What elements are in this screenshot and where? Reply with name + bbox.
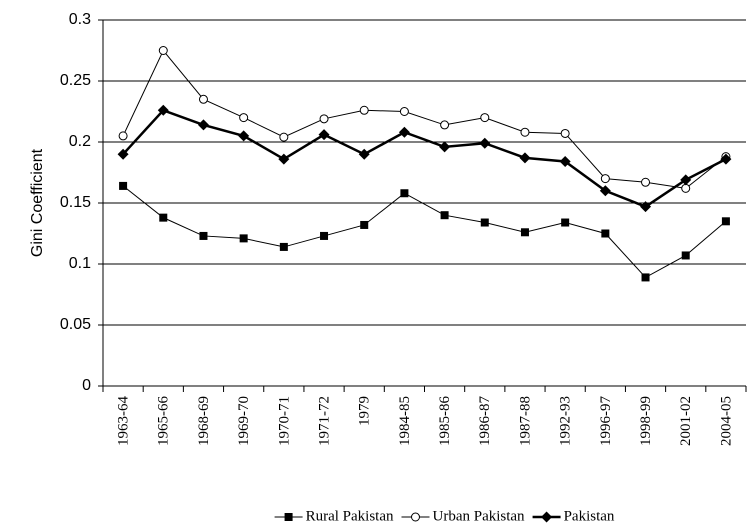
marker [641,273,650,282]
marker [278,153,290,165]
marker [284,513,293,521]
marker [118,131,128,141]
x-tick-label: 2001-02 [678,396,694,446]
marker [541,511,553,523]
marker [520,228,529,237]
marker [158,46,168,55]
marker [157,104,169,116]
marker [279,242,288,251]
marker [117,148,129,160]
marker [199,231,208,240]
marker [681,183,691,193]
marker [359,105,369,115]
marker [400,189,409,198]
marker [440,211,449,220]
y-tick-label: 0.05 [60,316,91,333]
x-tick-label: 1969-70 [236,396,252,446]
x-tick-label: 1971-72 [316,396,332,446]
legend-label: Rural Pakistan [306,508,394,524]
x-tick-label: 1979 [357,396,373,426]
marker [198,94,208,104]
marker [480,218,489,227]
marker [640,201,652,213]
y-tick-label: 0.3 [69,11,91,28]
series-line [122,49,727,189]
x-tick-label: 1985-86 [437,396,453,446]
x-tick-label: 2004-05 [718,396,734,446]
marker [561,218,570,227]
x-tick-label: 1987-88 [517,396,533,446]
marker [320,231,329,240]
marker [319,114,329,124]
marker [159,213,168,222]
series-line [122,108,727,209]
marker [119,181,128,190]
x-tick-label: 1963-64 [116,396,132,446]
marker [559,156,571,168]
marker [398,126,410,138]
y-tick-label: 0 [82,377,91,394]
legend: Rural Pakistan Urban Pakistan Pakistan [274,508,615,524]
y-tick-label: 0.25 [60,72,91,89]
marker [410,512,420,522]
marker [440,120,450,130]
marker [520,127,530,137]
x-tick-label: 1970-71 [276,396,292,446]
marker [239,234,248,243]
x-tick-label: 1984-85 [397,396,413,446]
marker [599,185,611,197]
legend-label: Pakistan [564,508,615,524]
marker [681,251,690,260]
marker [318,129,330,141]
marker [279,132,289,142]
marker [641,177,651,187]
y-tick-label: 0.2 [69,133,91,150]
y-tick-label: 0.15 [60,194,91,211]
x-tick-label: 1986-87 [477,396,493,446]
marker [680,174,692,186]
marker [600,174,610,184]
marker [601,229,610,238]
marker [519,152,531,164]
y-tick-label: 0.1 [69,255,91,272]
marker [479,137,491,149]
marker [399,107,409,116]
x-tick-label: 1992-93 [558,396,574,446]
x-tick-label: 1968-69 [196,396,212,446]
x-tick-label: 1998-99 [638,396,654,446]
marker [439,141,451,153]
y-axis-label: Gini Coefficient [29,148,46,257]
marker [721,217,730,226]
marker [238,130,250,142]
x-tick-label: 1996-97 [598,396,614,446]
marker [197,119,209,131]
marker [360,220,369,229]
marker [720,153,732,165]
series-line [122,185,727,279]
marker [358,148,370,160]
marker [480,113,490,123]
marker [239,113,249,123]
x-tick-label: 1965-66 [156,396,172,446]
legend-label: Urban Pakistan [432,508,525,524]
marker [560,128,570,138]
